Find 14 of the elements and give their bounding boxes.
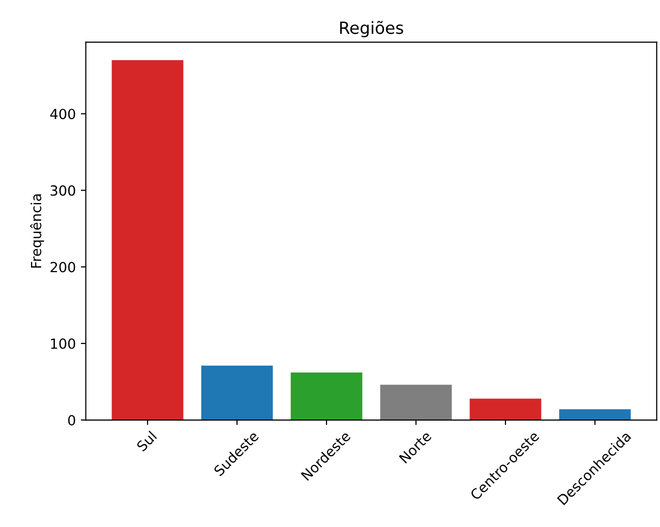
bar [290,372,362,420]
x-tick-label: Sul [136,430,158,452]
bar [380,384,452,420]
y-tick-label: 100 [51,338,76,349]
bar [112,60,184,420]
y-tick-label: 200 [50,262,76,272]
y-tick-label: 300 [50,185,76,196]
y-tick-label: 0 [68,414,76,426]
bar [470,398,542,420]
bar [201,366,273,420]
y-tick-label: 400 [50,108,76,120]
bar [559,409,631,420]
chart-title: Regiões [340,20,404,38]
y-axis-title: Frequência [30,194,44,268]
